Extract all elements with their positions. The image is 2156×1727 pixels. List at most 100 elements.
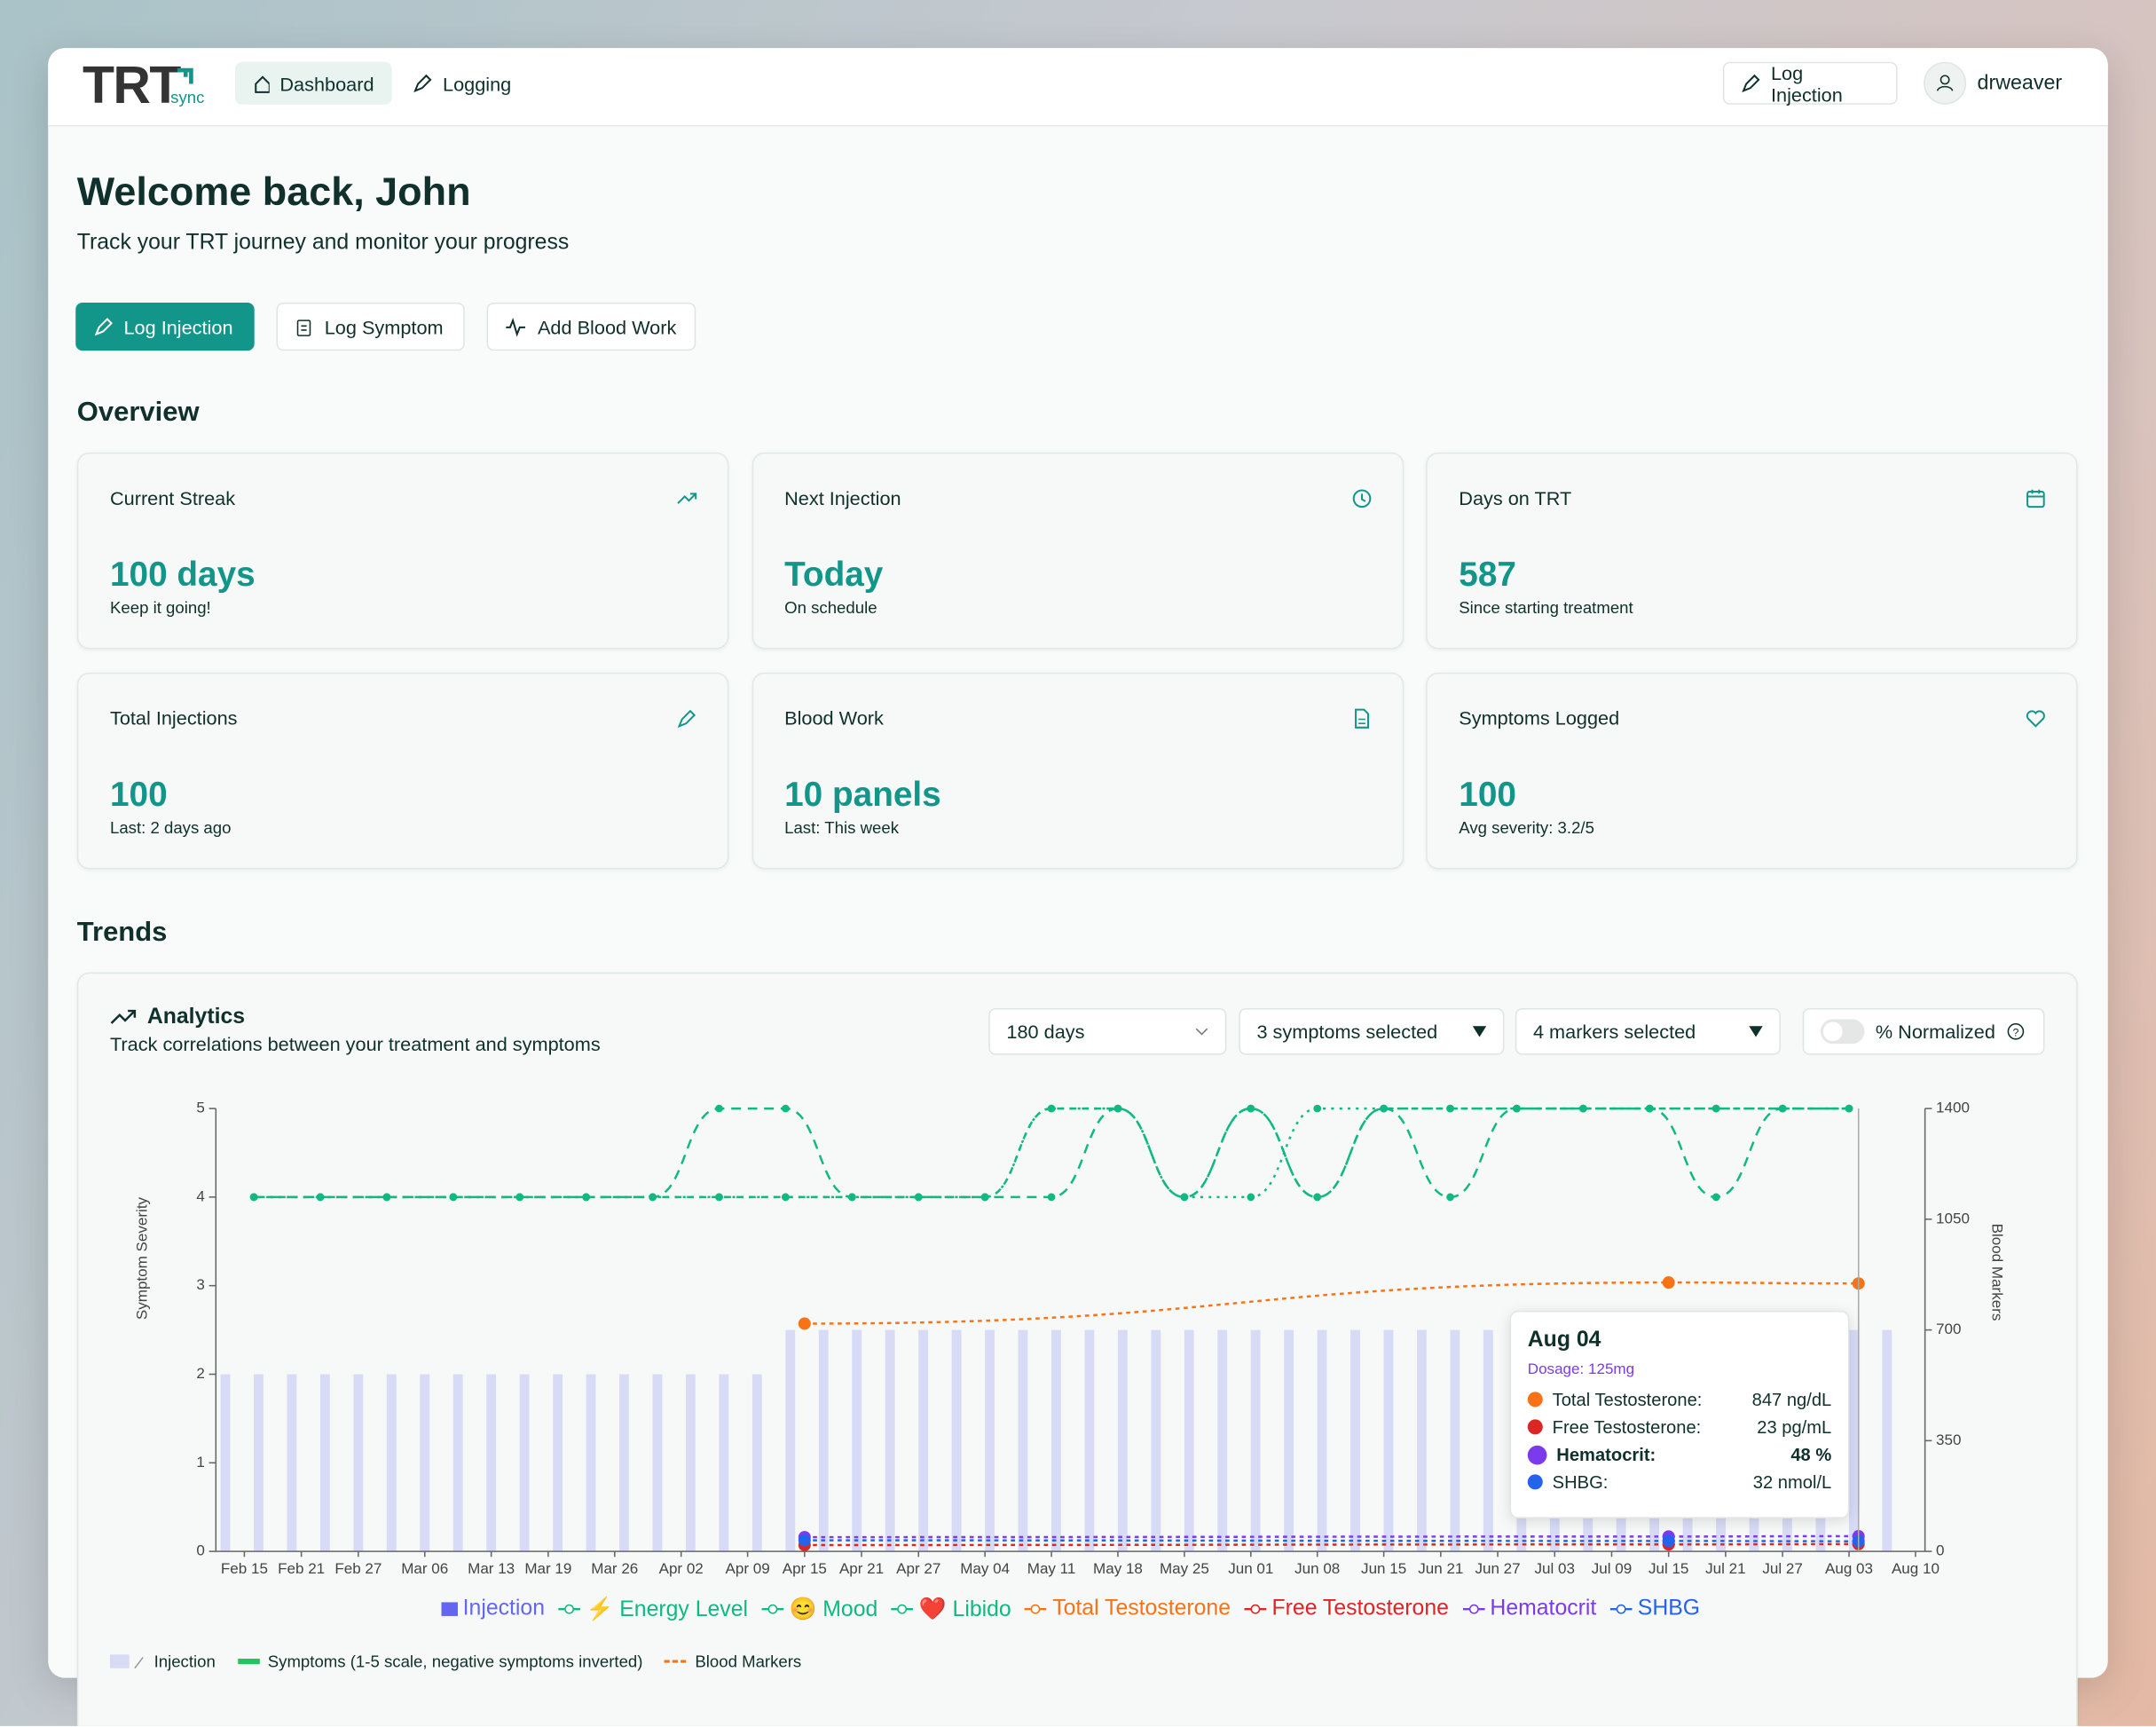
tooltip-row: SHBG: 32 nmol/L [1527, 1471, 1831, 1493]
key-swatch [109, 1654, 144, 1669]
brand[interactable]: TRT [82, 58, 181, 116]
card-note: Last: This week [784, 818, 899, 838]
injection-bar [652, 1374, 663, 1552]
button-label: Log Symptom [324, 315, 444, 338]
card-value: 100 [109, 776, 168, 815]
username: drweaver [1977, 71, 2063, 95]
key-label: Blood Markers [695, 1652, 802, 1671]
injection-bar [553, 1374, 563, 1552]
series-point [1778, 1104, 1787, 1113]
avatar[interactable] [1924, 61, 1967, 105]
series-point [1446, 1193, 1454, 1202]
injection-bar [1184, 1329, 1194, 1552]
legend-label: 😊 Mood [789, 1597, 878, 1622]
nav-log-injection[interactable]: Log Injection [1722, 60, 1898, 106]
tooltip-label: SHBG: [1552, 1471, 1609, 1493]
marker-select[interactable]: 4 markers selected [1515, 1007, 1781, 1055]
x-tick-label: Feb 15 [221, 1560, 268, 1577]
brand-mark [177, 67, 193, 84]
toggle-label: % Normalized [1875, 1020, 1995, 1043]
caret [1749, 1026, 1763, 1037]
x-tick-label: Jun 08 [1294, 1560, 1340, 1577]
nav-logging[interactable]: Logging [395, 62, 530, 105]
legend-swatch [891, 1604, 914, 1614]
card-note: On schedule [784, 598, 877, 618]
tooltip-value: 23 pg/mL [1757, 1416, 1832, 1438]
legend-item: SHBG [1609, 1596, 1700, 1623]
nav-link: Dashboard [279, 72, 374, 95]
tooltip-label: Hematocrit: [1556, 1444, 1656, 1465]
nav-dashboard[interactable]: Dashboard [235, 61, 392, 105]
select-label: 3 symptoms selected [1256, 1020, 1438, 1043]
injection-bar [287, 1374, 297, 1552]
series-point [1711, 1104, 1720, 1113]
card-icon [1354, 708, 1369, 729]
legend-item: Total Testosterone [1025, 1596, 1231, 1623]
series-point [649, 1193, 657, 1202]
button-label: Log Injection [1770, 60, 1843, 106]
series-point [1446, 1104, 1454, 1113]
section-title: Overview [76, 397, 200, 428]
y-tick-label: 5 [196, 1100, 204, 1116]
injection-bar [254, 1374, 264, 1552]
range-select[interactable]: 180 days [988, 1007, 1227, 1055]
add-blood-work-button[interactable]: Add Blood Work [486, 302, 696, 351]
card-note: Keep it going! [109, 598, 211, 618]
injection-bar [985, 1329, 995, 1552]
symptom-select[interactable]: 3 symptoms selected [1239, 1007, 1505, 1055]
swatch [1616, 1604, 1626, 1614]
series-line [254, 1107, 1850, 1199]
card-value: 100 days [109, 556, 256, 595]
x-tick-label: Aug 10 [1892, 1560, 1940, 1577]
panel-title: Analytics [146, 1005, 246, 1029]
log-symptom-button[interactable]: Log Symptom [276, 302, 465, 351]
legend-swatch [1025, 1604, 1048, 1614]
card-label: Next Injection [784, 486, 901, 509]
legend-item: Hematocrit [1462, 1596, 1596, 1623]
series-point [1579, 1104, 1587, 1113]
pulse-icon [506, 317, 526, 336]
series-point [1380, 1104, 1388, 1113]
injection-bar [1848, 1329, 1859, 1552]
series-point [914, 1193, 923, 1202]
injection-bar [420, 1374, 430, 1552]
series-point [782, 1104, 790, 1113]
legend-swatch [761, 1604, 784, 1614]
x-tick-label: Aug 03 [1825, 1560, 1873, 1577]
injection-bar [785, 1329, 796, 1552]
x-tick-label: Apr 27 [896, 1560, 940, 1577]
tooltip-dot [1527, 1445, 1547, 1464]
y-tick-label: 0 [196, 1542, 204, 1559]
injection-bar [1151, 1329, 1161, 1552]
stat-card: Next Injection Today On schedule [751, 452, 1404, 650]
injection-bar [1050, 1329, 1061, 1552]
x-tick-label: Jul 09 [1592, 1560, 1632, 1577]
stat-card: Current Streak 100 days Keep it going! [76, 452, 729, 650]
injection-bar [1317, 1329, 1327, 1552]
normalize-toggle[interactable]: % Normalized ? [1802, 1007, 2045, 1055]
series-point [980, 1193, 989, 1202]
injection-bar [220, 1374, 231, 1552]
svg-text:?: ? [2013, 1027, 2019, 1039]
x-tick-label: Mar 13 [468, 1560, 515, 1577]
injection-bar [1084, 1329, 1095, 1552]
card-icon [1351, 489, 1371, 509]
series-point [798, 1317, 811, 1330]
card-icon [677, 709, 696, 729]
x-tick-label: Feb 21 [278, 1560, 325, 1577]
pen-icon [94, 317, 113, 335]
log-injection-button[interactable]: Log Injection [75, 302, 255, 351]
y-tick-label: 1 [196, 1454, 204, 1471]
stat-card: Symptoms Logged 100 Avg severity: 3.2/5 [1426, 672, 2078, 870]
injection-bar [951, 1329, 962, 1552]
legend-label: Injection [462, 1597, 546, 1621]
x-tick-label: May 11 [1027, 1560, 1076, 1577]
swatch [897, 1604, 908, 1614]
caret [1472, 1026, 1487, 1037]
panel-subtitle: Track correlations between your treatmen… [109, 1032, 601, 1055]
home-icon [255, 75, 269, 93]
card-value: Today [784, 556, 884, 595]
help-icon: ? [2007, 1023, 2025, 1040]
